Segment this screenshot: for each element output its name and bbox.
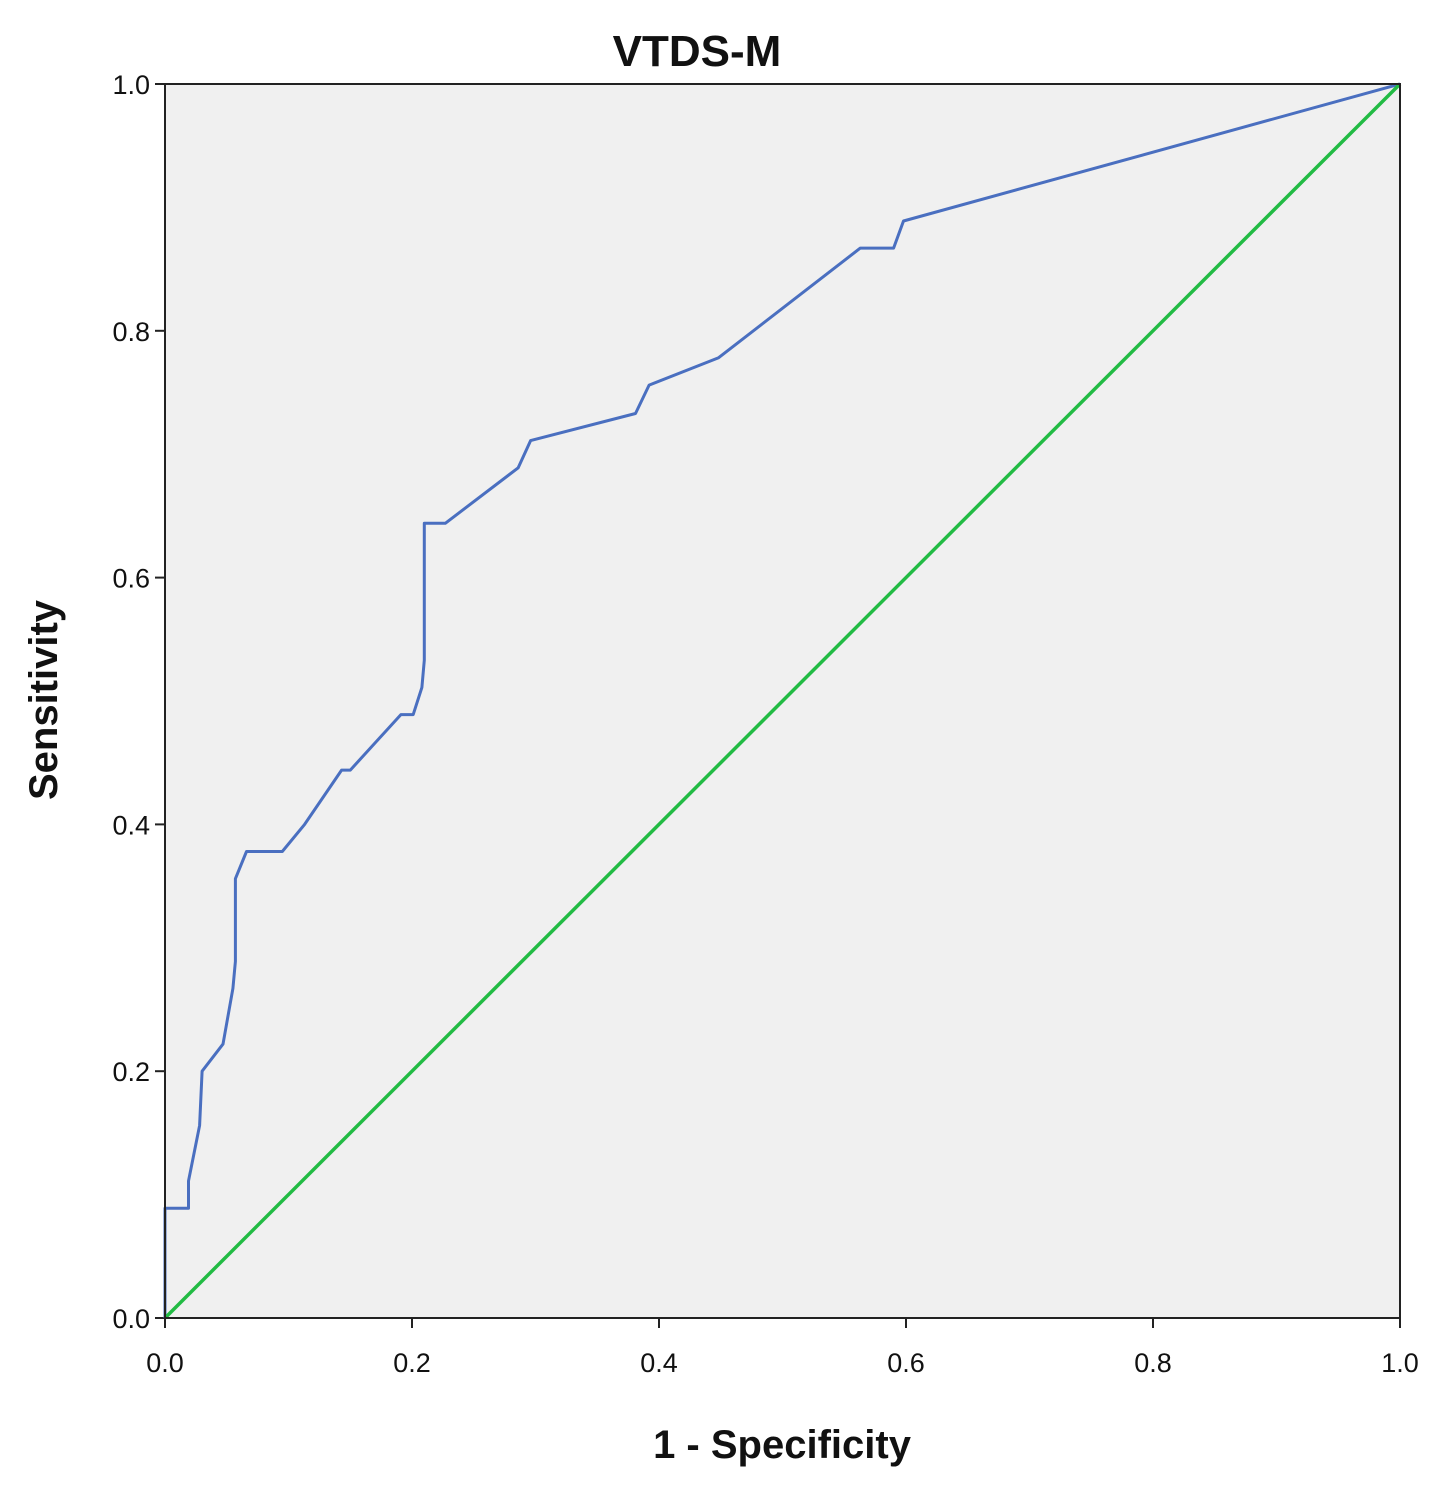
reference-diagonal-line — [163, 82, 1402, 1320]
x-tick-label: 0.8 — [1134, 1348, 1172, 1378]
chart-title: VTDS-M — [613, 27, 782, 76]
series-layer — [163, 82, 1402, 1320]
x-tick-label: 0.6 — [887, 1348, 925, 1378]
x-tick-label: 1.0 — [1381, 1348, 1419, 1378]
y-tick-label: 0.0 — [112, 1304, 150, 1334]
plot-frame — [164, 83, 1401, 1319]
x-tick-label: 0.0 — [146, 1348, 184, 1378]
x-tick-label: 0.2 — [393, 1348, 431, 1378]
x-tick-label: 0.4 — [640, 1348, 678, 1378]
x-axis-label: 1 - Specificity — [653, 1423, 912, 1467]
y-tick-label: 0.2 — [112, 1057, 150, 1087]
y-tick-label: 1.0 — [112, 70, 150, 100]
roc-curve-line — [163, 82, 1401, 1318]
y-tick-label: 0.8 — [112, 317, 150, 347]
y-tick-label: 0.4 — [112, 810, 150, 840]
y-tick-label: 0.6 — [112, 564, 150, 594]
y-axis-label: Sensitivity — [22, 599, 66, 800]
ticks-layer: 0.0 0.0 0.2 0.2 0.4 0.4 0.6 0.6 0.8 0.8 1.0 1.0 — [112, 70, 1418, 1378]
